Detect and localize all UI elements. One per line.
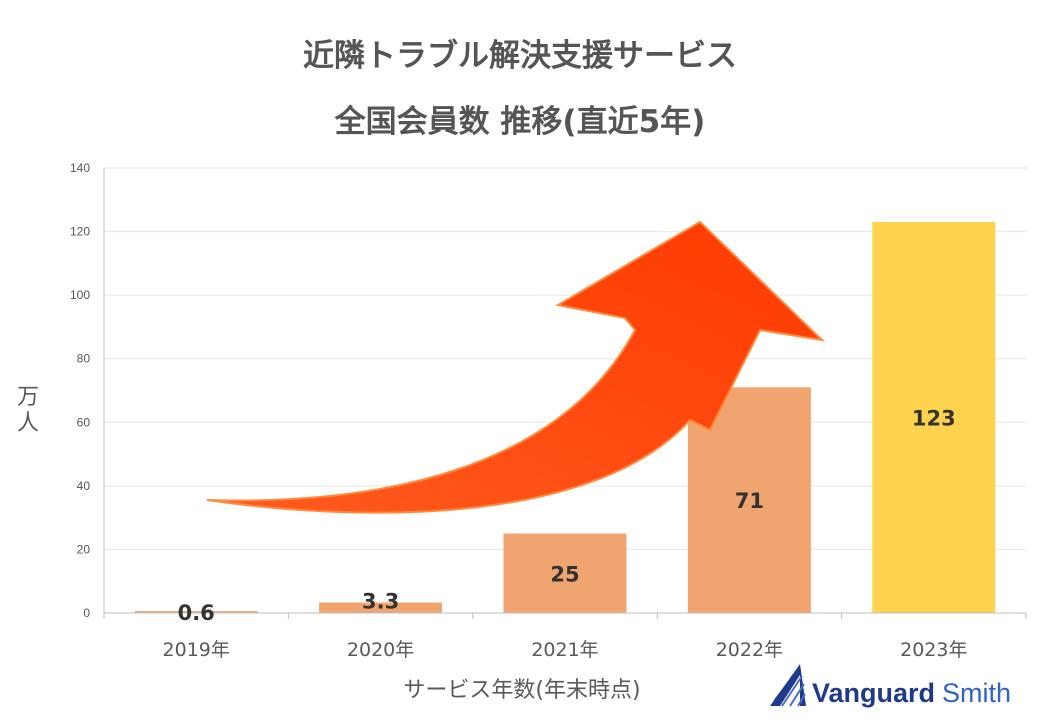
data-label: 25: [550, 562, 579, 586]
chart-title-line-2: 全国会員数 推移(直近5年): [334, 104, 706, 140]
bar-2023年: [872, 222, 996, 614]
data-label: 0.6: [178, 601, 215, 625]
chart-title-line-1: 近隣トラブル解決支援サービス: [303, 38, 737, 74]
y-axis-title-char-1: 万: [17, 385, 39, 410]
data-label: 3.3: [362, 590, 399, 614]
data-labels: 0.6 3.3 25 71 123: [178, 407, 956, 625]
data-label: 71: [735, 489, 764, 513]
vanguard-smith-logo-icon: [770, 664, 806, 707]
x-axis-tick-marks: [103, 613, 1027, 619]
x-axis-title: サービス年数(年末時点): [403, 678, 640, 703]
y-tick-label: 80: [77, 352, 91, 366]
brand-name-vanguard: Vanguard: [812, 678, 935, 708]
y-tick-label: 60: [77, 415, 91, 429]
x-tick-label: 2023年: [900, 639, 967, 661]
x-tick-label: 2019年: [163, 639, 230, 661]
y-tick-label: 120: [70, 225, 90, 239]
y-axis-ticks: 0 20 40 60 80 100 120 140: [70, 161, 90, 620]
y-tick-label: 100: [70, 288, 90, 302]
bar-2021年: [503, 533, 627, 613]
y-tick-label: 20: [77, 542, 91, 556]
upward-curved-arrow: [206, 220, 825, 514]
brand-name-smith: Smith: [942, 678, 1011, 708]
x-tick-label: 2022年: [716, 639, 783, 661]
y-tick-label: 0: [83, 606, 90, 620]
bars: [134, 222, 996, 614]
x-axis-tick-labels: 2019年 2020年 2021年 2022年 2023年: [163, 639, 968, 661]
data-label: 123: [912, 407, 956, 431]
bar-2019年: [134, 611, 258, 613]
y-axis-title-char-2: 人: [17, 411, 39, 436]
x-tick-label: 2020年: [347, 639, 414, 661]
y-tick-label: 140: [70, 161, 90, 175]
bar-2020年: [319, 602, 443, 613]
brand-logo: Vanguard Smith: [770, 664, 1011, 708]
x-tick-label: 2021年: [531, 639, 598, 661]
y-tick-label: 40: [77, 479, 91, 493]
